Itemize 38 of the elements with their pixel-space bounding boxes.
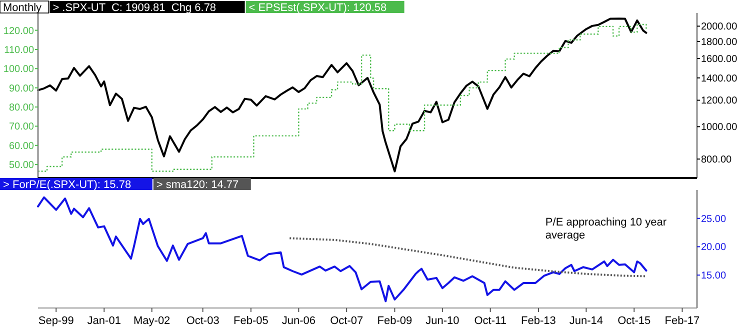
- annotation: Monthly: [3, 2, 42, 14]
- y2-tick-label: 2000.00: [701, 22, 738, 33]
- x-tick-label: Jun-10: [426, 315, 460, 327]
- y-tick-label: 70.00: [8, 122, 34, 133]
- x-tick-label: Sep-99: [38, 315, 74, 327]
- text: > sma120: 14.77: [156, 179, 239, 191]
- y2-tick-label: 15.00: [701, 270, 726, 282]
- series-label: > ForP/E(.SPX-UT): 15.78: [3, 179, 132, 191]
- x-tick-label: Feb-17: [664, 315, 700, 327]
- y2-tick-label: 25.00: [701, 214, 726, 225]
- y2-tick-label: 1400.00: [701, 73, 738, 84]
- text: < EPSEst(.SPX-UT): 120.58: [248, 2, 387, 14]
- x-tick-label: Feb-05: [234, 315, 268, 327]
- x-tick-label: Jan-01: [87, 315, 121, 327]
- y2-tick-label: 1000.00: [701, 122, 738, 134]
- y2-tick-label: 800.00: [701, 154, 732, 166]
- x-tick-label: Jun-06: [282, 315, 316, 327]
- annotation: P/E approaching 10 year average: [545, 216, 667, 242]
- x-tick-label: Oct-15: [618, 315, 651, 327]
- y-tick-label: 80.00: [8, 102, 34, 114]
- x-tick-label: Feb-09: [377, 315, 412, 327]
- x-tick-label: Feb-13: [521, 315, 556, 327]
- x-tick-label: Oct-03: [186, 315, 220, 327]
- legend-label: > .SPX-UT C: 1909.81 Chg 6.78: [52, 2, 216, 14]
- x-tick-label: Jun-14: [569, 315, 604, 327]
- y-tick-label: 90.00: [8, 83, 34, 94]
- y2-tick-label: 1200.00: [701, 96, 738, 107]
- y-tick-label: 50.00: [8, 160, 34, 172]
- y2-tick-label: 1600.00: [701, 54, 738, 66]
- x-tick-label: Oct-07: [330, 315, 364, 327]
- y-tick-label: 110.00: [4, 44, 34, 56]
- y-tick-label: 100.00: [3, 64, 34, 76]
- x-tick-label: Oct-11: [474, 315, 506, 327]
- x-tick-label: May-02: [134, 315, 170, 327]
- y2-tick-label: 1800.00: [701, 36, 738, 48]
- y-tick-label: 120.00: [3, 26, 34, 37]
- y2-tick-label: 20.00: [701, 242, 726, 254]
- y-tick-label: 60.00: [8, 140, 34, 152]
